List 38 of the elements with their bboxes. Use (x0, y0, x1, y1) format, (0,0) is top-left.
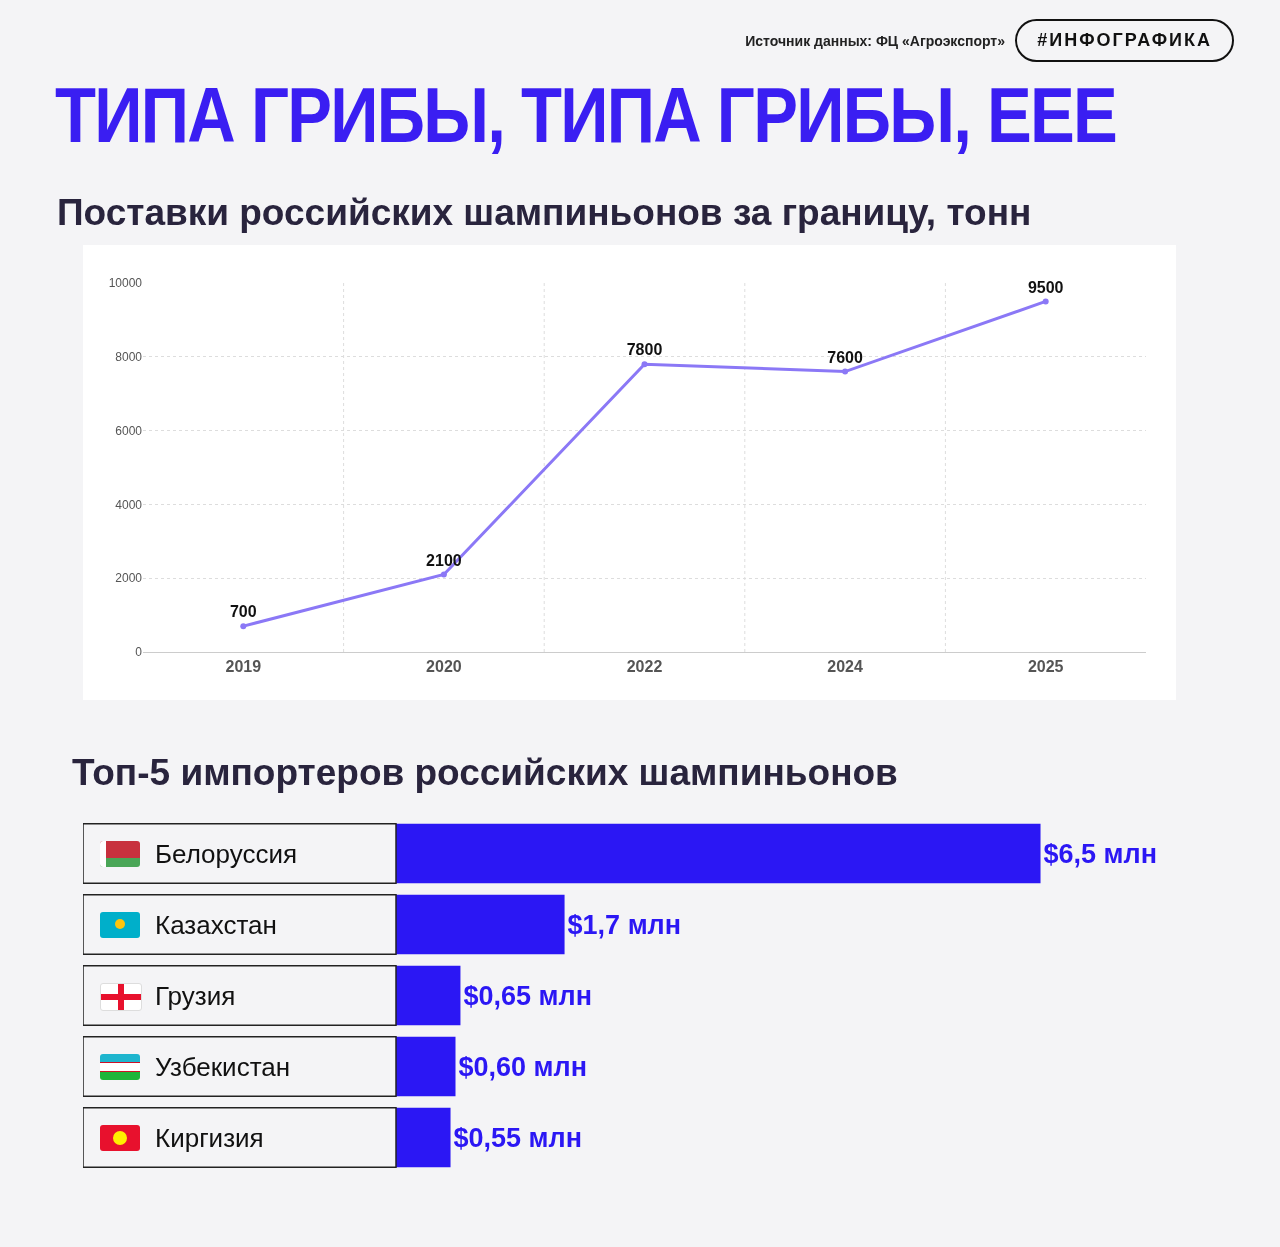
y-tick-label: 6000 (115, 423, 143, 438)
data-label: 7600 (827, 348, 863, 366)
y-tick-label: Казахстан (155, 910, 277, 940)
data-label: $0,55 млн (453, 1122, 583, 1153)
data-label: $1,7 млн (567, 909, 682, 940)
point (1042, 298, 1049, 305)
chart-title: Топ-5 импортеров российских шампиньонов (72, 752, 898, 794)
bar (396, 1036, 456, 1097)
bar (396, 1107, 451, 1168)
data-label: $0,60 млн (458, 1051, 588, 1082)
bar (396, 965, 461, 1026)
x-tick-label: 2019 (225, 658, 262, 676)
y-tick-label: 8000 (115, 350, 143, 364)
data-label: 9500 (1027, 278, 1064, 296)
data-label: 7800 (626, 341, 663, 359)
text: #ИНФОГРАФИКА (1015, 19, 1234, 62)
y-tick-label: Киргизия (155, 1123, 264, 1153)
y-tick-label: Белоруссия (155, 839, 298, 869)
point (641, 361, 648, 368)
y-tick-label: 4000 (115, 497, 143, 512)
text: Источник данных: ФЦ «Агроэкспорт» (745, 33, 1005, 49)
point (842, 368, 849, 375)
data-label: $6,5 млн (1043, 838, 1158, 869)
point (240, 623, 247, 630)
y-tick-label: 0 (135, 645, 143, 660)
data-label: $0,65 млн (463, 980, 592, 1011)
y-tick-label: 10000 (108, 276, 143, 291)
point (440, 571, 447, 578)
x-tick-label: 2020 (426, 658, 462, 676)
x-tick-label: 2025 (1027, 658, 1064, 676)
y-tick-label: Грузия (155, 981, 236, 1011)
x-tick-label: 2024 (827, 658, 863, 676)
data-label: 700 (229, 603, 257, 621)
chart-subtitle: Поставки российских шампиньонов за границу, тонн (57, 192, 1032, 234)
x-tick-label: 2022 (626, 658, 663, 676)
chart-title: ТИПА ГРИБЫ, ТИПА ГРИБЫ, ЕЕЕ (55, 70, 1117, 161)
y-tick-label: Узбекистан (155, 1052, 291, 1082)
y-tick-label: 2000 (115, 571, 143, 586)
